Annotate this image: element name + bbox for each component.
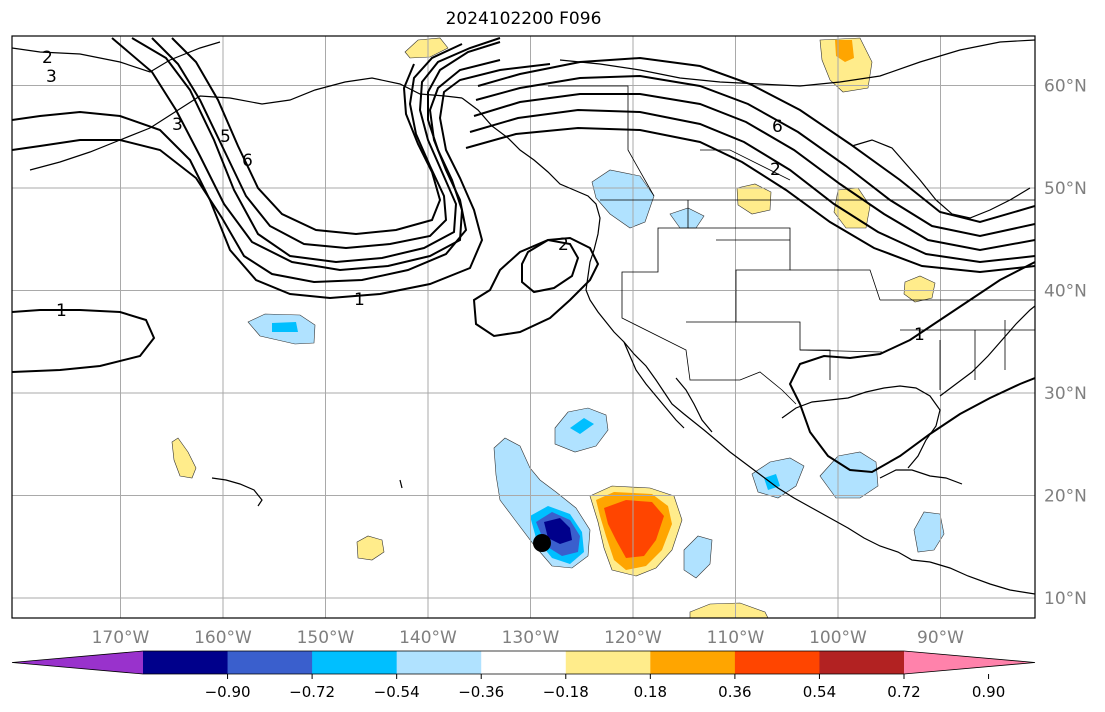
borders [548,85,1035,405]
yellow-area-nw-canada [819,37,873,93]
colorbar-segment [819,651,905,674]
latitude-tick-label: 60°N [1044,77,1087,97]
blue-area-tropical-core [544,518,572,544]
blue-area-gulf [819,451,879,499]
contour-label-3-west: 3 [46,67,57,87]
colorbar-segment [396,651,482,674]
yellow-area-great-lakes [903,275,936,303]
contour-label-2-east: 2 [770,160,781,180]
longitude-tick-label: 110°W [707,628,765,648]
colorbar-tick-label: −0.72 [289,683,335,701]
contour-label-6-east: 6 [772,117,783,137]
contour-label-2-west: 2 [42,48,53,68]
map-title: 2024102200 F096 [445,9,602,29]
blue-area-idaho [669,207,705,229]
latitude-tick-label: 10°N [1044,589,1087,609]
contour-1-main [12,63,551,300]
longitude-tick-label: 170°W [92,628,150,648]
contour-label-1-west: 1 [56,301,67,321]
latitude-labels: 10°N 20°N 30°N 40°N 50°N 60°N [1044,77,1087,610]
orange-area-nw-canada [835,40,854,62]
contour-label-3-arc: 3 [172,115,183,135]
longitude-tick-label: 160°W [194,628,252,648]
yellow-area-south [689,602,769,618]
blue-area-central-america [913,511,945,553]
latitude-tick-label: 40°N [1044,282,1087,302]
latitude-tick-label: 30°N [1044,384,1087,404]
plot-frame [11,35,1036,619]
colorbar-tick-label: −0.18 [543,683,589,701]
longitude-tick-label: 150°W [297,628,355,648]
colorbar-tick-label: −0.90 [205,683,251,701]
colorbar-outline [11,650,1036,675]
longitude-tick-label: 140°W [399,628,457,648]
colorbar-segment [734,651,820,674]
colorbar-segment [143,651,229,674]
coastlines [12,39,1035,595]
colorbar-segment [650,651,736,674]
contours [12,37,1035,474]
yellow-area-hudson [736,183,772,215]
contour-label-1-gulf: 1 [914,325,925,345]
yellow-area-small-pacific [356,535,385,561]
colorbar-tick-label: −0.36 [458,683,504,701]
colorbar-segment [312,651,398,674]
blue-area-south-pacific [683,535,713,579]
storm-center-marker [533,534,551,552]
blue-area-mexico-west [751,457,805,499]
longitude-tick-label: 90°W [917,628,964,648]
contour-label-6-west: 6 [242,151,253,171]
latitude-tick-label: 20°N [1044,487,1087,507]
colorbar-segment [565,651,651,674]
longitude-tick-label: 120°W [604,628,662,648]
blue-core-offshore-baja [570,418,594,434]
latitude-tick-label: 50°N [1044,179,1087,199]
yellow-area-hawaii [171,437,197,479]
contour-2-ring [521,238,580,294]
colorbar-segment [481,651,567,674]
colorbar-extend-min [12,651,143,674]
colorbar-segment [227,651,313,674]
colorbar-tick-label: 0.54 [803,683,836,701]
anomaly-fills [171,37,945,618]
contour-label-1-main: 1 [354,290,365,310]
colorbar-tick-label: 0.36 [718,683,751,701]
contour-label-2-lobe: 2 [558,235,569,255]
contour-1-west [12,309,156,373]
contour-label-group: 1 1 1 2 2 2 3 3 5 6 6 [42,48,925,345]
red-area-tropical [604,500,664,558]
colorbar-tick-label: 0.72 [887,683,920,701]
longitude-tick-label: 100°W [809,628,867,648]
colorbar-tick-label: −0.54 [374,683,420,701]
blue-core-mid-pacific [272,322,298,332]
contour-label-5: 5 [220,127,231,147]
longitude-tick-label: 130°W [502,628,560,648]
longitude-labels: 170°W 160°W 150°W 140°W 130°W 120°W 110°W 100°W… [92,628,965,648]
contour-2-lobe [472,236,600,338]
yellow-area-north [404,37,449,59]
colorbar-tick-label: 0.18 [634,683,667,701]
blue-area-pnw [591,169,655,229]
colorbar-extend-max [904,651,1035,674]
colorbar-tick-label: 0.90 [972,683,1005,701]
colorbar: −0.90 −0.72 −0.54 −0.36 −0.18 0.18 0.36 0.54 0.7… [11,650,1036,701]
